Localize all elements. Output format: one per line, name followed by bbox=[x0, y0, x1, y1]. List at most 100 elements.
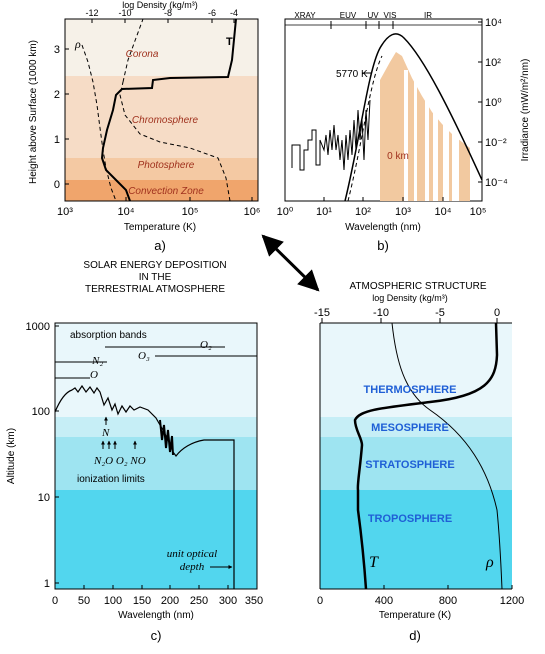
b-x-tick: 10³ bbox=[395, 206, 411, 218]
panel-d-top-ticks: -15 -10 -5 0 bbox=[314, 307, 500, 323]
rho-label: ρ bbox=[74, 37, 81, 51]
layer-thermosphere: THERMOSPHERE bbox=[364, 384, 457, 396]
b-y-axis-label: Irradiance (mW/m²/nm) bbox=[520, 59, 531, 162]
a-y-tick: 1 bbox=[54, 134, 60, 146]
c-y-tick: 100 bbox=[32, 406, 50, 418]
b-x-axis-label: Wavelength (nm) bbox=[345, 222, 421, 233]
a-top-tick: -10 bbox=[118, 8, 131, 18]
panel-d: ATMOSPHERIC STRUCTURE log Density (kg/m³… bbox=[314, 281, 524, 643]
a-y-axis-label: Height above Surface (1000 km) bbox=[28, 40, 39, 184]
a-x-tick: 10⁶ bbox=[244, 206, 261, 218]
o-label: O bbox=[90, 369, 98, 381]
d-rho-label: ρ bbox=[485, 554, 494, 571]
deposition-noise bbox=[159, 419, 174, 456]
layer-mesosphere: MESOSPHERE bbox=[371, 422, 449, 434]
panel-c-frame bbox=[54, 322, 258, 590]
density-curve-upper bbox=[122, 18, 144, 83]
d-mesosphere-band bbox=[320, 417, 512, 437]
a-y-tick: 2 bbox=[54, 89, 60, 101]
o2-label: O₂ bbox=[200, 339, 212, 351]
ion-species-label: N₂O O₂ NO bbox=[93, 455, 146, 467]
layer-troposphere: TROPOSPHERE bbox=[368, 513, 452, 525]
d-x-tick: 0 bbox=[317, 595, 323, 607]
a-top-tick: -12 bbox=[85, 8, 98, 18]
panel-a-x-ticks: 10³ 10⁴ 10⁵ 10⁶ bbox=[57, 197, 260, 218]
c-x-tick: 50 bbox=[78, 595, 90, 607]
b-y-tick: 10² bbox=[485, 57, 501, 69]
d-troposphere-band bbox=[320, 490, 512, 589]
c-y-tick: 1000 bbox=[26, 321, 50, 333]
d-x-tick: 1200 bbox=[500, 595, 524, 607]
c-x-tick: 150 bbox=[133, 595, 151, 607]
height-label: 0 km bbox=[387, 151, 409, 162]
c-x-axis-label: Wavelength (nm) bbox=[118, 610, 194, 621]
c-y-tick: 1 bbox=[44, 578, 50, 590]
a-top-tick: -6 bbox=[208, 8, 216, 18]
panel-d-x-ticks: 0 400 800 1200 bbox=[317, 585, 524, 607]
band-uv: UV bbox=[367, 11, 379, 20]
b-y-tick: 10⁻² bbox=[485, 137, 507, 149]
d-x-axis-label: Temperature (K) bbox=[379, 610, 451, 621]
d-top-tick: 0 bbox=[494, 307, 500, 319]
link-arrow bbox=[261, 234, 320, 292]
a-x-tick: 10⁴ bbox=[118, 206, 135, 218]
caption-d: d) bbox=[409, 628, 421, 643]
convection-band bbox=[65, 180, 258, 201]
layer-stratosphere: STRATOSPHERE bbox=[365, 459, 454, 471]
d-x-tick: 800 bbox=[439, 595, 457, 607]
a-x-tick: 10³ bbox=[57, 206, 73, 218]
c-x-tick: 0 bbox=[52, 595, 58, 607]
b-y-tick: 10⁰ bbox=[485, 97, 502, 109]
layer-chromosphere: Chromosphere bbox=[132, 115, 199, 126]
layer-convection-zone: Convection Zone bbox=[128, 186, 204, 197]
c-title-line: TERRESTRIAL ATMOSPHERE bbox=[85, 284, 225, 295]
band-euv: EUV bbox=[340, 11, 357, 20]
c-x-tick: 300 bbox=[219, 595, 237, 607]
b-y-tick: 10⁻⁴ bbox=[485, 177, 508, 189]
a-top-tick: -4 bbox=[230, 8, 238, 18]
unit-optical-label: unit optical bbox=[167, 548, 217, 560]
panel-c: SOLAR ENERGY DEPOSITION IN THE TERRESTRI… bbox=[6, 260, 263, 643]
d-thermosphere-band bbox=[320, 323, 512, 417]
layer-photosphere: Photosphere bbox=[138, 160, 195, 171]
b-x-tick: 10¹ bbox=[316, 206, 332, 218]
d-t-label: T bbox=[369, 554, 379, 571]
c-y-axis-label: Altitude (km) bbox=[6, 428, 17, 484]
c-title-line: IN THE bbox=[139, 272, 172, 283]
panel-a-y-ticks: 0 1 2 3 bbox=[54, 44, 69, 191]
euv-spectrum bbox=[291, 99, 371, 171]
panel-a-top-ticks: -12 -10 -8 -6 -4 bbox=[85, 8, 238, 23]
panel-b-x-ticks: 10⁰ 10¹ 10² 10³ 10⁴ 10⁵ bbox=[277, 197, 487, 218]
chromosphere-band bbox=[65, 76, 258, 158]
panel-b: 5770 K 0 km XRAY EUV UV VIS IR 10⁰ 10¹ bbox=[277, 11, 531, 253]
ionization-limits-label: ionization limits bbox=[77, 474, 145, 485]
a-x-axis-label: Temperature (K) bbox=[124, 222, 196, 233]
band-vis: VIS bbox=[384, 11, 397, 20]
panel-c-x-ticks: 0 50 100 150 200 250 300 350 bbox=[52, 585, 263, 607]
d-density-curve bbox=[391, 322, 503, 590]
panel-a-frame bbox=[64, 18, 259, 202]
caption-a: a) bbox=[154, 238, 166, 253]
absorption-bands-label: absorption bands bbox=[70, 330, 147, 341]
a-x-tick: 10⁵ bbox=[182, 206, 199, 218]
b-x-tick: 10⁴ bbox=[435, 206, 452, 218]
c-mesosphere-band bbox=[55, 417, 257, 437]
c-x-tick: 350 bbox=[245, 595, 263, 607]
a-top-axis-label: log Density (kg/m³) bbox=[122, 0, 198, 10]
deposition-curve bbox=[54, 384, 235, 589]
panel-c-y-ticks: 1000 100 10 1 bbox=[26, 321, 59, 590]
c-stratosphere-band bbox=[55, 437, 257, 490]
c-x-tick: 200 bbox=[161, 595, 179, 607]
d-top-tick: -5 bbox=[435, 307, 445, 319]
n2-label: N₂ bbox=[91, 355, 103, 367]
c-x-tick: 100 bbox=[104, 595, 122, 607]
n-label: N bbox=[101, 427, 110, 439]
d-top-tick: -10 bbox=[373, 307, 389, 319]
blackbody-label: 5770 K bbox=[336, 69, 368, 80]
c-thermosphere-band bbox=[55, 323, 257, 417]
d-top-tick: -15 bbox=[314, 307, 330, 319]
c-troposphere-band bbox=[55, 490, 257, 589]
photosphere-band bbox=[65, 158, 258, 180]
b-x-tick: 10⁵ bbox=[470, 206, 487, 218]
